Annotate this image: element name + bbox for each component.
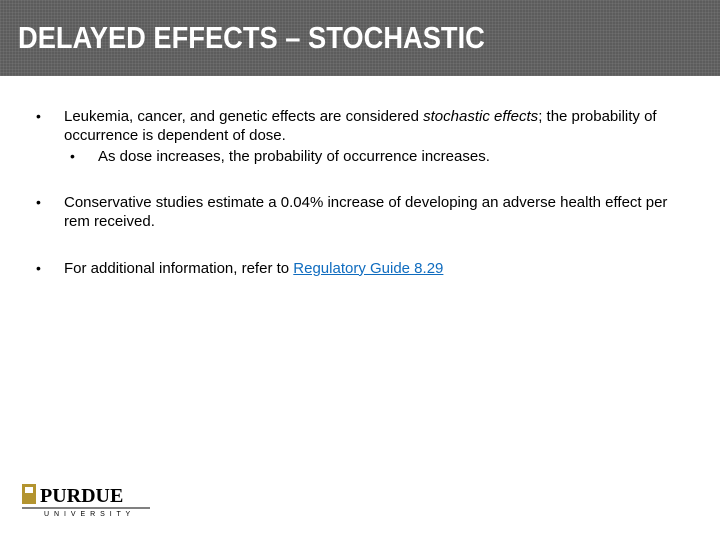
bullet-text: Leukemia, cancer, and genetic effects ar… xyxy=(64,108,657,144)
list-item: For additional information, refer to Reg… xyxy=(30,260,690,279)
italic-run: stochastic effects xyxy=(423,108,538,125)
title-band: DELAYED EFFECTS – STOCHASTIC xyxy=(0,0,720,76)
bullet-text: For additional information, refer to Reg… xyxy=(64,260,443,277)
list-item: Conservative studies estimate a 0.04% in… xyxy=(30,194,690,232)
regulatory-guide-link[interactable]: Regulatory Guide 8.29 xyxy=(293,260,443,277)
slide-title: DELAYED EFFECTS – STOCHASTIC xyxy=(18,20,485,56)
text-run: For additional information, refer to xyxy=(64,260,293,277)
bullet-text: Conservative studies estimate a 0.04% in… xyxy=(64,194,667,230)
slide-body: Leukemia, cancer, and genetic effects ar… xyxy=(0,76,720,279)
logo-sub: U N I V E R S I T Y xyxy=(44,511,132,518)
bullet-text: As dose increases, the probability of oc… xyxy=(98,148,490,165)
list-item: Leukemia, cancer, and genetic effects ar… xyxy=(30,108,690,166)
sub-bullet-list: As dose increases, the probability of oc… xyxy=(64,148,690,167)
text-run: Leukemia, cancer, and genetic effects ar… xyxy=(64,108,423,125)
list-item: As dose increases, the probability of oc… xyxy=(64,148,690,167)
bullet-list: Leukemia, cancer, and genetic effects ar… xyxy=(30,108,690,279)
purdue-logo: PURDUE U N I V E R S I T Y xyxy=(22,478,152,518)
logo-word: PURDUE xyxy=(40,485,123,507)
